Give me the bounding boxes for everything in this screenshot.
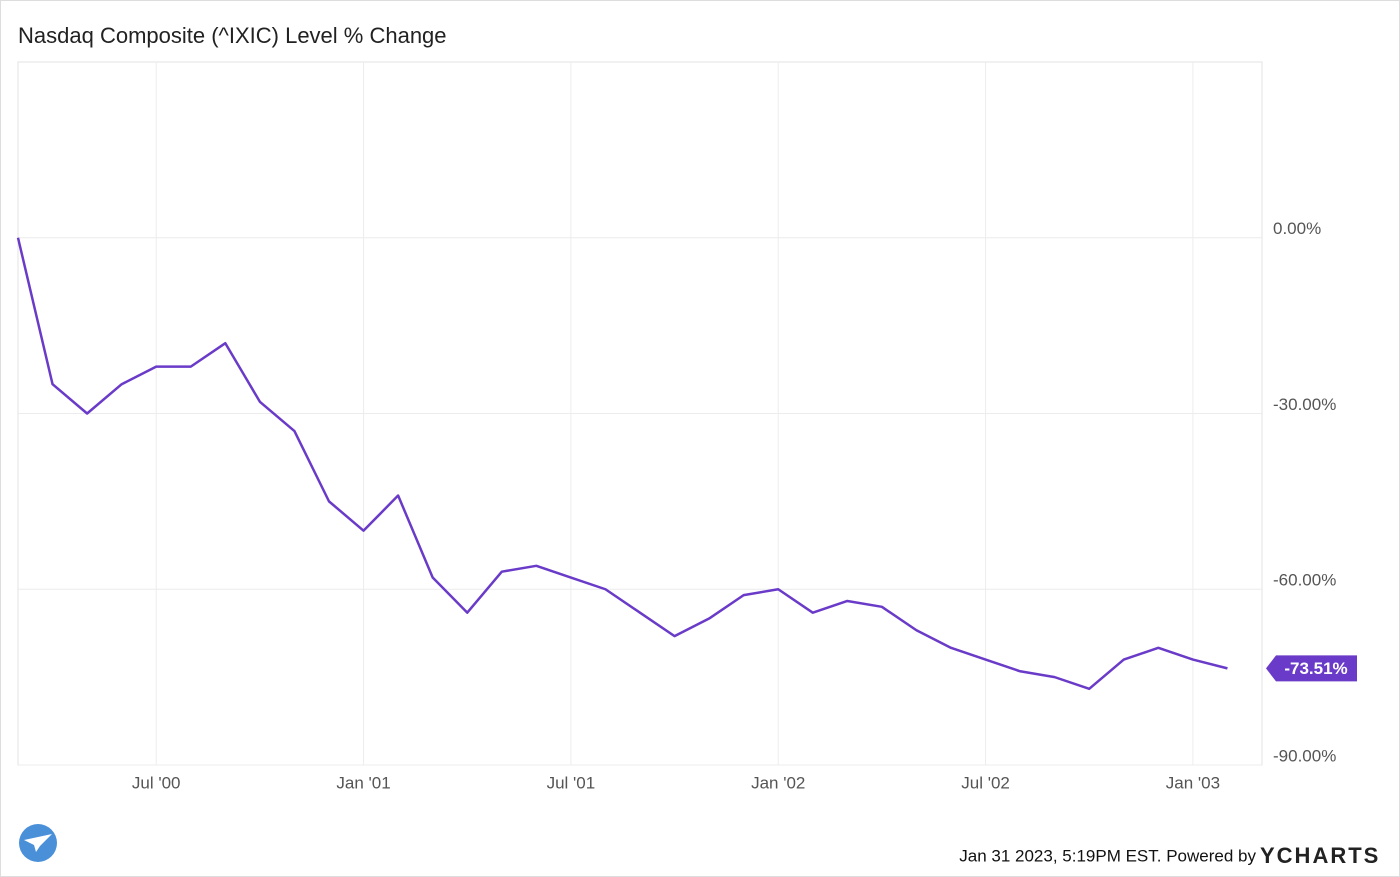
x-tick-label: Jan '01 — [336, 773, 390, 792]
brand: YCHARTS — [1260, 843, 1380, 868]
y-tick-label: 0.00% — [1273, 219, 1321, 238]
y-tick-label: -30.00% — [1273, 395, 1336, 414]
x-tick-label: Jul '00 — [132, 773, 181, 792]
x-tick-label: Jul '01 — [547, 773, 596, 792]
x-tick-label: Jan '03 — [1166, 773, 1220, 792]
credit: Jan 31 2023, 5:19PM EST. Powered by — [959, 846, 1256, 865]
x-tick-label: Jul '02 — [961, 773, 1010, 792]
chart-title: Nasdaq Composite (^IXIC) Level % Change — [18, 23, 447, 48]
x-tick-label: Jan '02 — [751, 773, 805, 792]
value-label-tag — [1266, 655, 1357, 682]
value-label: -73.51% — [1284, 659, 1347, 678]
y-tick-label: -90.00% — [1273, 746, 1336, 765]
logo-mark — [24, 834, 52, 852]
line — [16, 237, 1228, 691]
y-tick-label: -60.00% — [1273, 571, 1336, 590]
